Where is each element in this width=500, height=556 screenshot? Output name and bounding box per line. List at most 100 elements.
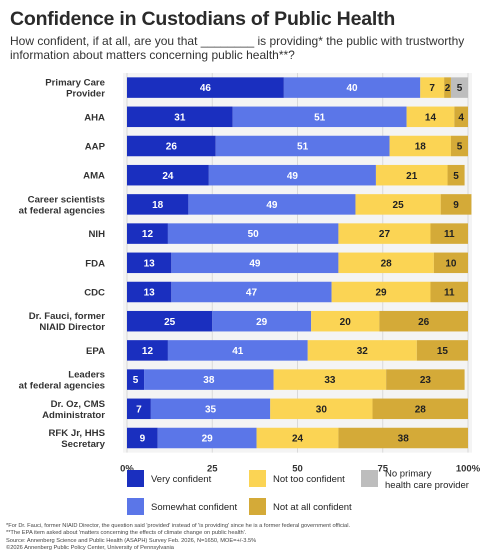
data-label: 51	[314, 112, 326, 123]
bar-segment	[171, 281, 332, 303]
legend-swatch	[361, 470, 378, 487]
bar-segment	[157, 427, 257, 449]
bar-segment	[386, 369, 465, 390]
data-label: 29	[256, 317, 268, 328]
data-label: 24	[292, 434, 304, 445]
bar-segment	[171, 252, 339, 274]
category-label: Dr. Fauci, former NIAID Director	[29, 311, 106, 333]
bar-segment	[127, 194, 189, 215]
data-label: 49	[249, 258, 261, 269]
data-label: 25	[164, 317, 176, 328]
data-label: 26	[166, 142, 178, 153]
bar-segment	[447, 164, 465, 186]
category-label: NIH	[88, 229, 105, 240]
bar-segment	[331, 281, 431, 303]
chart-subtitle: How confident, if at all, are you that _…	[10, 34, 465, 62]
data-label: 25	[393, 200, 405, 211]
bar-segment	[167, 223, 339, 244]
bar-segment	[338, 252, 434, 274]
bar-segment	[127, 106, 233, 128]
bar-segment	[444, 77, 451, 98]
bar-segment	[127, 77, 284, 98]
bar-segment	[355, 194, 441, 215]
category-label: EPA	[86, 346, 105, 357]
bar-segment	[450, 77, 468, 98]
data-label: 38	[203, 375, 215, 386]
data-label: 47	[246, 288, 258, 299]
data-label: 5	[133, 375, 139, 386]
category-label: RFK Jr, HHS Secretary	[48, 428, 105, 450]
bar-segment	[232, 106, 407, 128]
x-tick-label: 25	[207, 464, 218, 475]
category-label: AAP	[85, 142, 106, 153]
legend-swatch	[249, 498, 266, 515]
bar-segment	[127, 369, 145, 390]
data-label: 15	[437, 346, 449, 357]
category-label: Leaders at federal agencies	[19, 370, 105, 392]
data-label: 21	[406, 171, 418, 182]
bar-segment	[406, 106, 455, 128]
legend-swatch	[127, 470, 144, 487]
data-label: 28	[381, 258, 393, 269]
data-label: 31	[174, 112, 186, 123]
bar-segment	[372, 398, 468, 420]
data-label: 11	[444, 288, 455, 299]
category-label: Primary Care Provider	[45, 78, 105, 100]
legend-swatch	[249, 470, 266, 487]
data-label: 33	[324, 375, 336, 386]
footnotes: *For Dr. Fauci, former NIAID Director, t…	[6, 523, 496, 553]
bar-segment	[283, 77, 421, 98]
bar-segment	[127, 223, 168, 244]
data-label: 51	[297, 142, 309, 153]
data-label: 9	[140, 434, 146, 445]
data-label: 9	[453, 200, 459, 211]
data-label: 10	[445, 258, 457, 269]
data-label: 5	[457, 83, 463, 94]
legend-swatch	[127, 498, 144, 515]
category-label: Career scientists at federal agencies	[19, 194, 105, 216]
data-label: 32	[357, 346, 369, 357]
bar-segment	[338, 427, 468, 449]
legend-label: Not too confident	[273, 474, 345, 485]
data-label: 11	[444, 229, 455, 240]
data-label: 29	[202, 434, 214, 445]
data-label: 27	[379, 229, 391, 240]
legend-label: Not at all confident	[273, 502, 352, 513]
bar-segment	[256, 427, 339, 449]
bar-segment	[311, 310, 380, 332]
bar-segment	[127, 135, 216, 157]
bar-segment	[127, 281, 172, 303]
footnote-source: Source: Annenberg Science and Public Hea…	[6, 537, 257, 544]
category-label: Dr. Oz, CMS Administrator	[42, 399, 106, 421]
data-label: 24	[162, 171, 174, 182]
bar-segment	[338, 223, 431, 244]
footnote-copyright: ©2026 Annenberg Public Policy Center, Un…	[6, 545, 174, 552]
bar-segment	[433, 252, 468, 274]
bar-segment	[416, 340, 468, 361]
data-label: 18	[415, 142, 427, 153]
bar-segment	[430, 281, 468, 303]
bar-segment	[167, 340, 308, 361]
data-label: 5	[453, 171, 459, 182]
data-label: 41	[232, 346, 244, 357]
footnote-epa: **The EPA item asked about 'matters conc…	[6, 530, 247, 537]
data-label: 20	[340, 317, 352, 328]
bar-segment	[188, 194, 356, 215]
data-label: 4	[458, 112, 464, 123]
bar-segment	[212, 310, 312, 332]
bar-segment	[307, 340, 417, 361]
bar-segment	[270, 398, 373, 420]
x-tick-label: 75	[377, 464, 388, 475]
chart-title: Confidence in Custodians of Public Healt…	[10, 8, 396, 30]
x-tick-label: 0%	[120, 464, 134, 475]
bar-segment	[440, 194, 472, 215]
bar-segment	[379, 310, 468, 332]
bar-segment	[150, 398, 271, 420]
legend-label: No primary health care provider	[385, 468, 469, 491]
data-label: 38	[398, 434, 410, 445]
bar-segment	[127, 252, 172, 274]
bar-segment	[215, 135, 390, 157]
data-label: 49	[266, 200, 278, 211]
bar-segment	[127, 310, 213, 332]
data-label: 50	[248, 229, 260, 240]
